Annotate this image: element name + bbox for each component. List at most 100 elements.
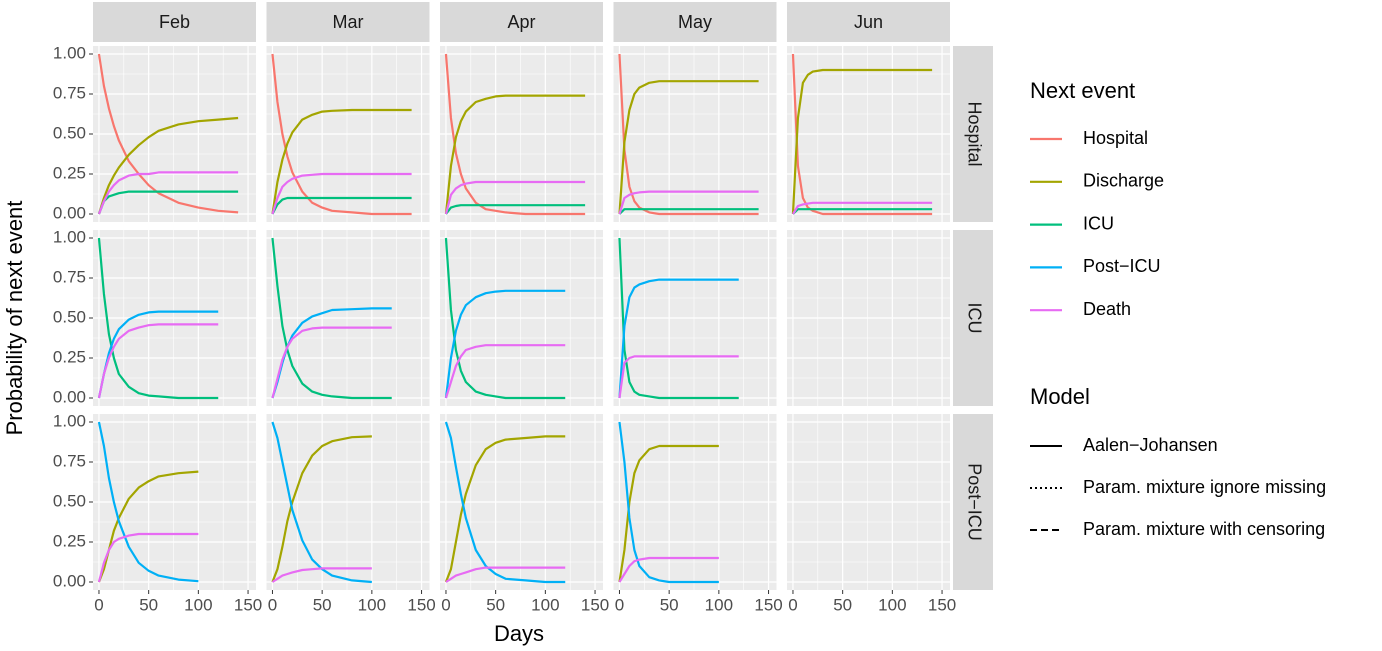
line <box>97 237 219 400</box>
line <box>97 421 199 583</box>
x-tick-label: 50 <box>313 595 332 614</box>
line <box>444 180 586 215</box>
strip <box>93 2 256 42</box>
strip <box>953 414 993 590</box>
line <box>618 80 759 215</box>
strip-label: Apr <box>507 12 535 32</box>
line <box>271 435 372 583</box>
strip <box>787 2 950 42</box>
y-tick-label: 0.50 <box>53 491 86 510</box>
y-tick-label: 0.25 <box>53 163 86 182</box>
line <box>97 310 219 399</box>
y-tick-label: 0.25 <box>53 347 86 366</box>
strip-label: Jun <box>854 12 883 32</box>
legend-label: ICU <box>1083 213 1114 233</box>
legend-label: Post−ICU <box>1083 256 1161 276</box>
line <box>271 196 412 215</box>
x-tick-label: 100 <box>358 595 386 614</box>
x-tick-label: 100 <box>705 595 733 614</box>
y-tick-label: 0.00 <box>53 203 86 222</box>
x-tick-label: 0 <box>94 595 103 614</box>
y-tick-label: 1.00 <box>53 43 86 62</box>
line <box>271 53 412 216</box>
strip <box>266 2 430 42</box>
strip <box>440 2 603 42</box>
line <box>618 53 759 216</box>
line <box>97 116 239 215</box>
legend-label: Param. mixture with censoring <box>1083 519 1325 539</box>
x-tick-label: 0 <box>268 595 277 614</box>
strip-label: Feb <box>159 12 190 32</box>
line <box>445 204 586 215</box>
line <box>618 190 759 215</box>
strip <box>953 46 993 222</box>
line <box>97 532 199 583</box>
line <box>618 421 719 584</box>
line <box>444 289 566 399</box>
strip-label: Post−ICU <box>964 463 984 541</box>
x-tick-label: 150 <box>581 595 609 614</box>
legend-label: Discharge <box>1083 171 1164 191</box>
line <box>618 444 719 583</box>
strip-label: Hospital <box>964 101 984 166</box>
line <box>618 208 759 215</box>
line <box>792 208 933 215</box>
line <box>444 237 566 400</box>
line <box>618 355 739 399</box>
line <box>271 567 372 583</box>
y-tick-label: 0.50 <box>53 307 86 326</box>
line <box>444 344 566 399</box>
line <box>618 556 719 583</box>
strip-label: May <box>678 12 712 32</box>
strip-label: ICU <box>964 303 984 334</box>
x-tick-label: 0 <box>615 595 624 614</box>
x-tick-label: 100 <box>878 595 906 614</box>
line <box>618 278 739 399</box>
line <box>97 190 239 215</box>
line <box>792 201 933 215</box>
x-tick-label: 150 <box>234 595 262 614</box>
x-tick-label: 150 <box>754 595 782 614</box>
strip-label: Mar <box>333 12 364 32</box>
x-tick-label: 50 <box>486 595 505 614</box>
legend-label: Aalen−Johansen <box>1083 435 1218 455</box>
strip <box>613 2 777 42</box>
y-tick-label: 0.75 <box>53 83 86 102</box>
line <box>271 421 372 584</box>
line <box>791 68 933 215</box>
x-tick-label: 50 <box>833 595 852 614</box>
x-tick-label: 0 <box>788 595 797 614</box>
legend-title: Next event <box>1030 78 1135 103</box>
line <box>271 108 412 215</box>
line <box>271 326 392 399</box>
y-tick-label: 0.75 <box>53 451 86 470</box>
line <box>97 323 219 399</box>
x-tick-label: 150 <box>928 595 956 614</box>
line <box>791 53 933 216</box>
line <box>97 171 239 215</box>
x-tick-label: 0 <box>441 595 450 614</box>
y-tick-label: 0.00 <box>53 387 86 406</box>
y-tick-label: 1.00 <box>53 411 86 430</box>
legend-label: Death <box>1083 299 1131 319</box>
line <box>445 566 566 583</box>
x-tick-label: 50 <box>660 595 679 614</box>
x-axis-title: Days <box>494 621 544 646</box>
line <box>271 172 412 215</box>
x-tick-label: 100 <box>184 595 212 614</box>
line <box>444 435 566 583</box>
x-tick-label: 50 <box>139 595 158 614</box>
y-tick-label: 0.25 <box>53 531 86 550</box>
line <box>444 421 566 584</box>
line <box>444 94 586 215</box>
line <box>271 237 392 400</box>
x-tick-label: 100 <box>531 595 559 614</box>
strip <box>953 230 993 406</box>
y-tick-label: 1.00 <box>53 227 86 246</box>
y-tick-label: 0.75 <box>53 267 86 286</box>
x-tick-label: 150 <box>407 595 435 614</box>
legend-label: Param. mixture ignore missing <box>1083 477 1326 497</box>
legend-title: Model <box>1030 384 1090 409</box>
y-tick-label: 0.50 <box>53 123 86 142</box>
